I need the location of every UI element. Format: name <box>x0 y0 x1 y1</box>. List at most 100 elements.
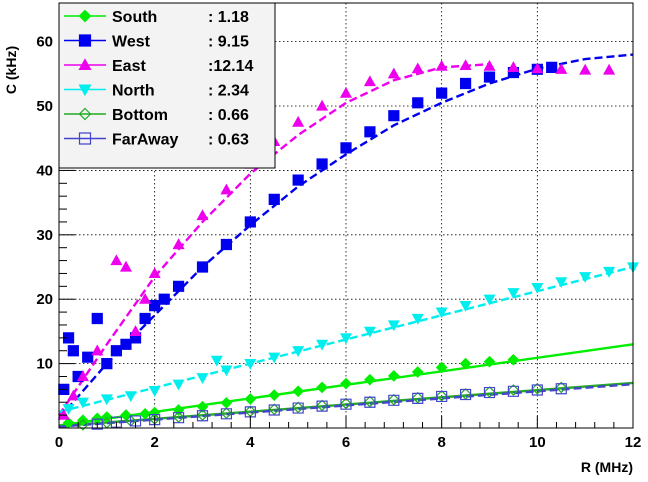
legend-name-east: East <box>112 58 146 75</box>
data-point-faraway <box>244 406 256 418</box>
data-point-west <box>91 312 103 325</box>
legend-marker-east <box>78 58 92 70</box>
y-tick-label: 30 <box>36 227 53 244</box>
data-point-bottom <box>316 399 328 412</box>
data-point-faraway <box>268 404 280 416</box>
legend-name-bottom: Bottom <box>112 107 168 124</box>
data-point-east <box>110 254 123 266</box>
data-point-east <box>363 75 376 87</box>
data-point-south <box>340 377 352 390</box>
data-point-west <box>292 174 304 186</box>
legend-name-west: West <box>112 34 151 51</box>
data-point-south <box>316 381 328 394</box>
data-point-north <box>411 313 424 325</box>
x-tick-label: 0 <box>55 434 63 451</box>
data-point-bottom <box>172 411 185 423</box>
legend-value-bottom: : 0.66 <box>208 107 249 124</box>
data-point-north <box>339 333 353 345</box>
data-point-north <box>148 386 161 397</box>
data-point-faraway <box>436 390 448 403</box>
data-point-bottom <box>411 391 424 404</box>
data-point-north <box>579 272 592 283</box>
data-point-west <box>158 293 170 305</box>
x-tick-label: 8 <box>437 434 445 451</box>
data-point-south <box>507 353 520 366</box>
data-point-west <box>483 71 496 83</box>
data-point-west <box>244 216 256 228</box>
data-point-faraway <box>149 414 161 426</box>
data-point-faraway <box>340 398 352 410</box>
data-point-south <box>120 409 132 421</box>
data-point-south <box>435 361 448 374</box>
y-tick-label: 60 <box>36 34 53 51</box>
data-point-south <box>387 369 400 382</box>
data-point-east <box>148 267 161 279</box>
data-point-faraway <box>292 402 304 414</box>
data-point-faraway <box>412 392 424 404</box>
legend-marker-faraway <box>78 132 92 145</box>
data-point-east <box>172 238 185 250</box>
data-point-east <box>119 260 132 272</box>
data-point-west <box>82 351 94 363</box>
data-point-faraway <box>459 388 472 401</box>
data-point-east <box>139 292 152 304</box>
data-point-east <box>339 86 353 98</box>
data-point-faraway <box>110 416 122 428</box>
data-point-north <box>124 391 137 403</box>
legend-box <box>58 2 276 169</box>
x-tick-label: 4 <box>246 434 255 451</box>
data-point-south <box>172 404 185 416</box>
data-point-bottom <box>435 389 448 402</box>
data-point-west <box>340 142 352 154</box>
data-points <box>57 59 640 431</box>
data-point-south <box>220 397 233 409</box>
data-point-west <box>67 345 79 357</box>
data-point-north <box>387 320 400 332</box>
data-point-west <box>220 238 233 251</box>
data-point-bottom <box>77 418 89 431</box>
data-point-bottom <box>387 393 400 406</box>
data-point-bottom <box>268 403 281 416</box>
data-point-east <box>76 370 89 382</box>
data-point-south <box>411 366 424 378</box>
data-point-south <box>459 357 472 370</box>
data-point-east <box>387 67 400 79</box>
data-point-south <box>196 400 209 413</box>
data-point-north <box>363 326 376 338</box>
x-tick-label: 10 <box>529 434 546 451</box>
data-point-faraway <box>196 410 209 422</box>
y-tick-label: 40 <box>36 162 53 179</box>
legend-value-west: : 9.15 <box>208 34 249 51</box>
legend-marker-south <box>78 9 92 23</box>
grid-lines <box>59 3 633 428</box>
data-point-bottom <box>292 401 305 414</box>
legend: South: 1.18 West: 9.15 East:12.14 North: 2.… <box>58 2 276 169</box>
data-point-faraway <box>316 400 328 412</box>
data-point-north <box>76 397 89 409</box>
data-point-east <box>129 325 142 337</box>
data-point-faraway <box>483 386 496 399</box>
data-point-west <box>139 312 151 325</box>
legend-name-south: South <box>112 9 157 26</box>
data-point-north <box>244 359 257 370</box>
data-point-east <box>603 63 616 75</box>
data-point-north <box>220 365 233 377</box>
data-point-north <box>555 277 568 289</box>
data-point-east <box>316 99 329 111</box>
data-point-east <box>483 59 496 71</box>
data-point-faraway <box>91 418 103 430</box>
data-point-north <box>62 404 75 415</box>
tick-labels: 0 2 4 6 8 10 12 10 20 30 40 50 60 <box>36 34 641 451</box>
data-point-north <box>172 379 185 391</box>
data-point-west <box>364 126 376 138</box>
legend-marker-north <box>78 84 92 97</box>
data-point-east <box>91 344 104 356</box>
data-point-faraway <box>531 384 543 396</box>
data-point-south <box>139 407 151 420</box>
y-axis-title: C (kHz) <box>3 46 19 94</box>
y-tick-label: 20 <box>36 291 53 308</box>
data-point-faraway <box>220 408 233 420</box>
legend-name-faraway: FarAway <box>112 132 179 149</box>
data-point-east <box>555 63 568 74</box>
